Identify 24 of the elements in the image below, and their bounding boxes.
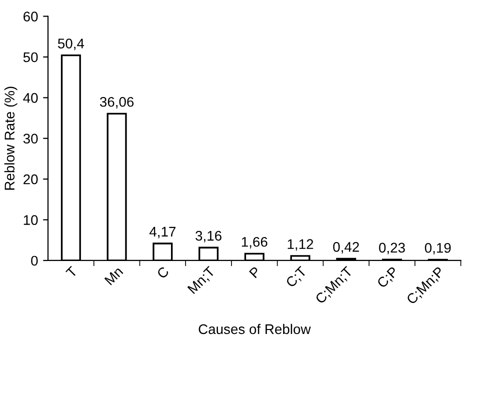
y-tick-label: 60	[24, 12, 38, 22]
x-tick-label: P	[249, 266, 261, 278]
data-label: 0,23	[379, 242, 405, 254]
x-tick-label: T	[66, 266, 78, 278]
x-tick-label: Mn	[104, 266, 124, 286]
data-label: 0,42	[333, 242, 359, 254]
data-label: 1,66	[242, 236, 268, 248]
x-tick-label: C	[156, 266, 170, 280]
x-axis-title: Causes of Reblow	[198, 324, 311, 334]
data-label: 1,12	[288, 239, 314, 251]
y-tick-label: 20	[24, 174, 38, 184]
y-axis-title: Reblow Rate (%)	[4, 86, 18, 190]
y-tick-label: 0	[31, 256, 38, 266]
x-tick-label: C;T	[285, 266, 308, 290]
data-label: 0,19	[424, 242, 451, 254]
data-label: 50,4	[58, 38, 84, 50]
y-tick-label: 50	[23, 52, 38, 62]
data-label: 36,06	[100, 96, 134, 108]
data-label: 3,16	[196, 230, 222, 242]
y-tick-label: 10	[24, 215, 38, 225]
x-tick-label: C;P	[376, 266, 400, 290]
data-label: 4,17	[149, 226, 176, 238]
y-tick-label: 30	[23, 134, 38, 144]
y-tick-label: 40	[23, 93, 38, 103]
